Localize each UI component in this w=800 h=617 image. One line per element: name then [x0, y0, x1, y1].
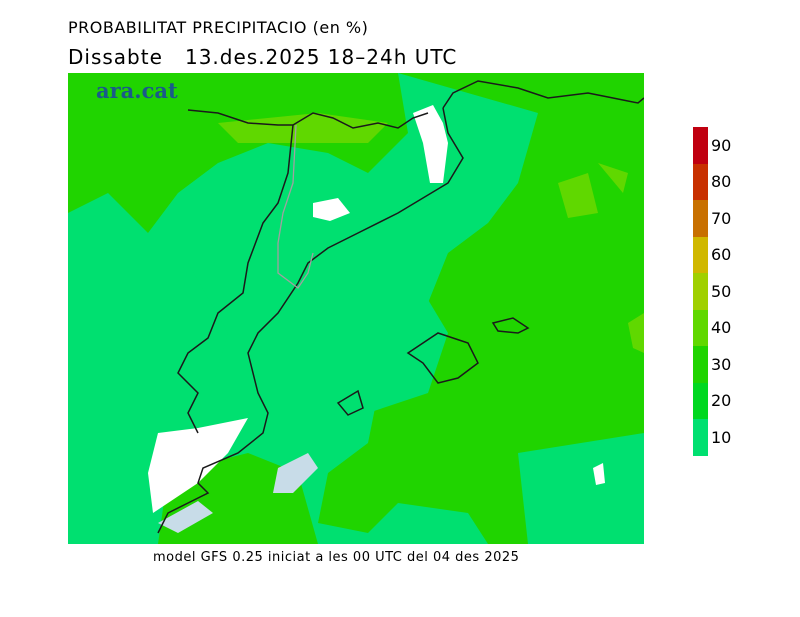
legend-label: 80 [711, 172, 732, 191]
coastline-mallorca [406, 332, 479, 384]
region-40-50 [628, 313, 644, 353]
coastline-eivissa [336, 389, 364, 416]
border-internal [177, 124, 294, 434]
legend-swatch [693, 346, 708, 383]
region-40-50 [558, 173, 598, 218]
region-sea-none [158, 501, 213, 533]
legend-swatch [693, 163, 708, 200]
border-france [187, 109, 429, 129]
legend-label: 40 [711, 318, 732, 337]
region-light [328, 283, 448, 413]
legend-swatch [693, 200, 708, 237]
coastline [157, 107, 464, 534]
legend-label: 20 [711, 391, 732, 410]
coastline-menorca [491, 317, 530, 334]
legend-swatch [693, 127, 708, 164]
legend-label: 70 [711, 208, 732, 228]
ara-cat-logo: ara.cat [96, 78, 178, 103]
region-none [593, 463, 605, 485]
legend-swatch [693, 382, 708, 419]
region-40-50 [598, 163, 628, 193]
legend-label: 90 [711, 135, 732, 155]
model-footer: model GFS 0.25 iniciat a les 00 UTC del … [153, 550, 520, 565]
border-catalonia [277, 124, 314, 289]
legend-label: 50 [711, 281, 732, 301]
legend-swatch [693, 236, 708, 273]
legend-label: 30 [711, 354, 732, 374]
region-none [413, 105, 448, 183]
region-20-30 [68, 73, 408, 233]
legend-label: 10 [711, 427, 732, 447]
map-subtitle: Dissabte 13.des.2025 18–24h UTC [68, 45, 458, 69]
region-40-50 [218, 113, 388, 143]
legend-label: 60 [711, 245, 732, 264]
region-sea-none [273, 453, 318, 493]
legend-swatch [693, 309, 708, 346]
region-none [313, 198, 350, 221]
region-light [188, 183, 318, 253]
legend-swatch [693, 419, 708, 456]
region-none [148, 418, 248, 513]
map-title: PROBABILITAT PRECIPITACIO (en %) [68, 18, 369, 37]
coastline [442, 80, 644, 109]
legend-swatch [693, 273, 708, 310]
precipitation-probability-map [68, 73, 644, 544]
region-light [518, 433, 644, 544]
color-legend [693, 127, 708, 456]
region-light [88, 263, 228, 413]
